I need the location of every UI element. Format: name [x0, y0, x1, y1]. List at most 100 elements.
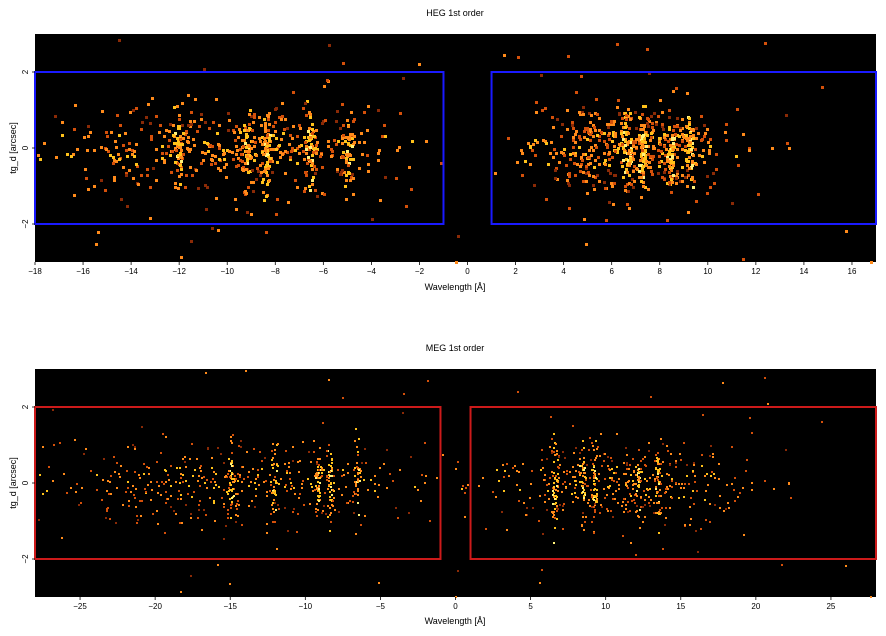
- heg-event: [251, 140, 254, 143]
- heg-event: [707, 141, 710, 144]
- heg-event: [675, 182, 678, 185]
- heg-event: [311, 135, 314, 138]
- heg-y-tick-label: −2: [21, 219, 30, 229]
- heg-event: [264, 123, 267, 126]
- heg-event: [323, 85, 326, 88]
- heg-event: [686, 139, 689, 142]
- heg-event: [622, 138, 625, 141]
- heg-event: [681, 140, 684, 143]
- heg-event: [194, 98, 197, 101]
- heg-event: [595, 98, 598, 101]
- heg-event: [527, 142, 530, 145]
- heg-event: [580, 75, 583, 78]
- heg-event: [269, 134, 272, 137]
- heg-event: [251, 129, 254, 132]
- heg-event: [181, 102, 184, 105]
- heg-event: [37, 154, 40, 157]
- heg-event: [346, 150, 349, 153]
- heg-event: [342, 136, 345, 139]
- heg-event: [659, 143, 662, 146]
- heg-event: [232, 129, 235, 132]
- heg-event: [303, 136, 306, 139]
- heg-event: [136, 165, 139, 168]
- heg-event: [203, 68, 206, 71]
- heg-event: [309, 160, 312, 163]
- heg-event: [587, 163, 590, 166]
- heg-event: [302, 150, 305, 153]
- heg-event: [241, 139, 244, 142]
- heg-event: [614, 174, 617, 177]
- heg-event: [249, 128, 252, 131]
- heg-event: [551, 116, 554, 119]
- heg-event: [670, 169, 673, 172]
- meg-title: MEG 1st order: [426, 343, 485, 353]
- heg-event: [284, 172, 287, 175]
- heg-event: [379, 199, 382, 202]
- heg-event: [173, 142, 176, 145]
- heg-event: [418, 63, 421, 66]
- heg-event: [629, 157, 632, 160]
- heg-event: [83, 136, 86, 139]
- heg-event: [697, 132, 700, 135]
- heg-event: [604, 163, 607, 166]
- heg-event: [642, 134, 645, 137]
- heg-event: [292, 125, 295, 128]
- heg-event: [626, 203, 629, 206]
- heg-event: [252, 121, 255, 124]
- heg-event: [641, 169, 644, 172]
- heg-event: [211, 227, 214, 230]
- heg-event: [681, 174, 684, 177]
- heg-event: [302, 107, 305, 110]
- heg-event: [686, 185, 689, 188]
- heg-event: [700, 115, 703, 118]
- heg-event: [178, 175, 181, 178]
- heg-event: [186, 140, 189, 143]
- heg-event: [666, 182, 669, 185]
- heg-event: [118, 39, 121, 42]
- heg-title: HEG 1st order: [426, 8, 484, 18]
- heg-event: [690, 166, 693, 169]
- heg-event: [627, 152, 630, 155]
- heg-event: [107, 150, 110, 153]
- heg-event: [440, 162, 443, 165]
- heg-event: [628, 174, 631, 177]
- heg-event: [580, 163, 583, 166]
- heg-event: [192, 138, 195, 141]
- heg-event: [574, 174, 577, 177]
- heg-event: [210, 158, 213, 161]
- heg-event: [647, 125, 650, 128]
- heg-event: [613, 145, 616, 148]
- heg-event: [688, 148, 691, 151]
- heg-event: [296, 147, 299, 150]
- heg-event: [540, 74, 543, 77]
- heg-event: [668, 181, 671, 184]
- heg-event: [124, 132, 127, 135]
- heg-event: [276, 161, 279, 164]
- heg-x-tick-label: 10: [703, 267, 712, 276]
- heg-event: [567, 182, 570, 185]
- heg-event: [171, 150, 174, 153]
- heg-event: [640, 180, 643, 183]
- heg-event: [742, 133, 745, 136]
- heg-event: [572, 136, 575, 139]
- heg-event: [324, 119, 327, 122]
- heg-event: [642, 176, 645, 179]
- heg-event: [349, 179, 352, 182]
- heg-event: [342, 62, 345, 65]
- heg-event: [663, 162, 666, 165]
- heg-event: [259, 140, 262, 143]
- heg-event: [626, 171, 629, 174]
- heg-event: [666, 158, 669, 161]
- heg-event: [218, 124, 221, 127]
- heg-event: [684, 145, 687, 148]
- heg-event: [673, 153, 676, 156]
- heg-event: [145, 116, 148, 119]
- heg-event: [131, 149, 134, 152]
- heg-event: [85, 177, 88, 180]
- heg-event: [255, 178, 258, 181]
- heg-event: [603, 132, 606, 135]
- heg-event: [589, 162, 592, 165]
- heg-event: [593, 188, 596, 191]
- heg-event: [342, 124, 345, 127]
- heg-event: [178, 118, 181, 121]
